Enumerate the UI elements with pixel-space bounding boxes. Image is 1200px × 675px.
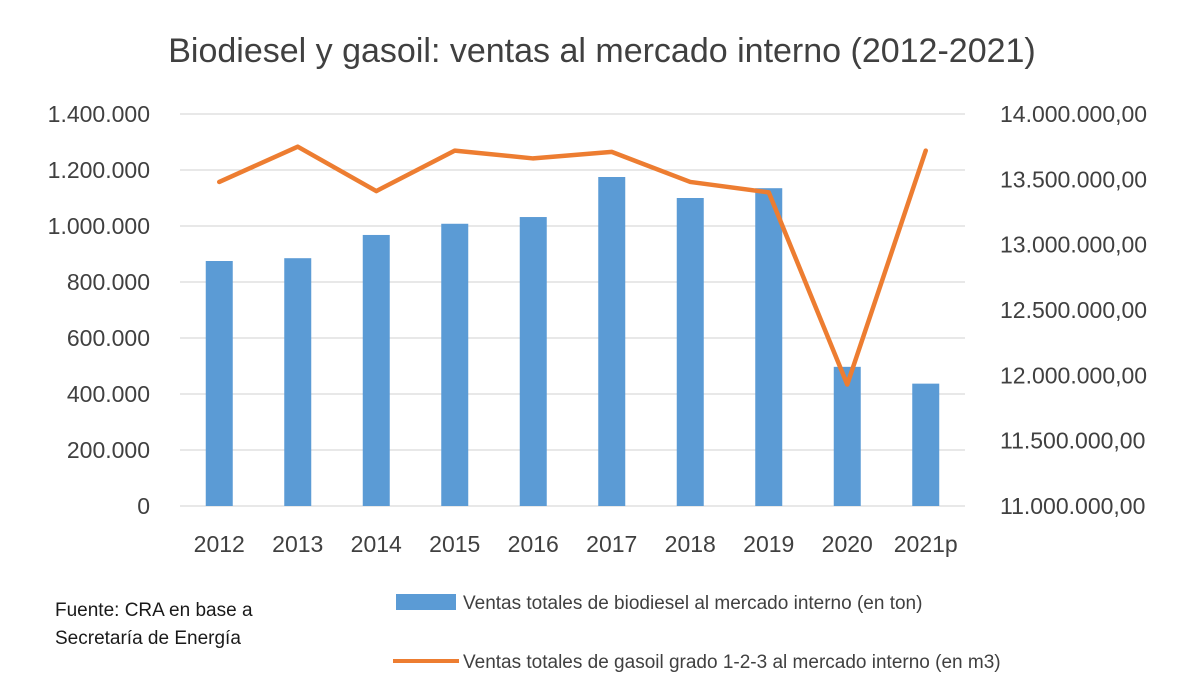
right-axis-tick-label: 13.000.000,00 bbox=[1000, 232, 1147, 258]
source-line-2: Secretaría de Energía bbox=[55, 628, 241, 649]
legend-bar-swatch bbox=[396, 594, 456, 610]
x-axis-tick-label: 2015 bbox=[429, 531, 480, 557]
bar-2015 bbox=[441, 223, 469, 506]
x-axis-tick-label: 2019 bbox=[743, 531, 794, 557]
bar-2014 bbox=[362, 234, 390, 506]
right-axis-tick-label: 12.500.000,00 bbox=[1000, 297, 1147, 323]
line-point-2012 bbox=[218, 181, 220, 183]
left-axis-tick-label: 400.000 bbox=[67, 381, 150, 407]
right-axis-tick-labels: 11.000.000,00 11.500.000,00 12.000.000,00 1… bbox=[1000, 101, 1147, 519]
gasoil-line bbox=[217, 144, 928, 387]
bar-2020 bbox=[833, 366, 861, 506]
chart-title: Biodiesel y gasoil: ventas al mercado in… bbox=[168, 32, 1036, 70]
bar-2013 bbox=[284, 258, 312, 506]
x-axis-tick-label: 2013 bbox=[272, 531, 323, 557]
left-axis-tick-label: 800.000 bbox=[67, 269, 150, 295]
left-axis-tick-labels: 0 200.000 400.000 600.000 800.000 1.000.000 1.… bbox=[48, 101, 150, 519]
line-point-2016 bbox=[532, 157, 534, 159]
line-series bbox=[217, 144, 928, 387]
right-axis-tick-label: 14.000.000,00 bbox=[1000, 101, 1147, 127]
right-axis-tick-label: 11.500.000,00 bbox=[1000, 428, 1145, 454]
bar-2019 bbox=[755, 188, 783, 506]
left-axis-tick-label: 1.400.000 bbox=[48, 101, 150, 127]
x-axis-tick-label: 2012 bbox=[194, 531, 245, 557]
left-axis-tick-label: 1.000.000 bbox=[48, 213, 150, 239]
left-axis-tick-label: 1.200.000 bbox=[48, 157, 150, 183]
bar-2018 bbox=[676, 198, 704, 506]
bar-series bbox=[205, 177, 940, 507]
line-point-2015 bbox=[454, 150, 456, 152]
x-axis-tick-label: 2014 bbox=[351, 531, 402, 557]
x-axis-tick-labels: 2012 2013 2014 2015 2016 2017 2018 2019 2020 2021… bbox=[194, 531, 958, 557]
line-point-2021p bbox=[925, 150, 927, 152]
legend-line-label: Ventas totales de gasoil grado 1-2-3 al … bbox=[463, 652, 1001, 673]
bar-2021p bbox=[912, 383, 940, 506]
line-point-2020 bbox=[846, 383, 848, 385]
x-axis-tick-label: 2017 bbox=[586, 531, 637, 557]
bar-2016 bbox=[519, 217, 547, 507]
left-axis-tick-label: 0 bbox=[137, 493, 150, 519]
bar-2012 bbox=[205, 261, 233, 506]
right-axis-tick-label: 13.500.000,00 bbox=[1000, 166, 1147, 192]
line-point-2019 bbox=[768, 191, 770, 193]
right-axis-tick-label: 12.000.000,00 bbox=[1000, 362, 1147, 388]
left-axis-tick-label: 200.000 bbox=[67, 437, 150, 463]
x-axis-tick-label: 2021p bbox=[894, 531, 958, 557]
legend-bar-label: Ventas totales de biodiesel al mercado i… bbox=[463, 593, 922, 614]
source-line-1: Fuente: CRA en base a bbox=[55, 600, 253, 621]
line-point-2014 bbox=[375, 190, 377, 192]
source-note: Fuente: CRA en base a Secretaría de Ener… bbox=[55, 600, 253, 649]
x-axis-tick-label: 2016 bbox=[508, 531, 559, 557]
line-point-2017 bbox=[611, 151, 613, 153]
legend: Ventas totales de biodiesel al mercado i… bbox=[393, 593, 1001, 673]
bar-2017 bbox=[598, 177, 626, 506]
x-axis-tick-label: 2020 bbox=[822, 531, 873, 557]
line-point-2018 bbox=[689, 181, 691, 183]
line-point-2013 bbox=[297, 146, 299, 148]
left-axis-tick-label: 600.000 bbox=[67, 325, 150, 351]
x-axis-tick-label: 2018 bbox=[665, 531, 716, 557]
right-axis-tick-label: 11.000.000,00 bbox=[1000, 493, 1145, 519]
